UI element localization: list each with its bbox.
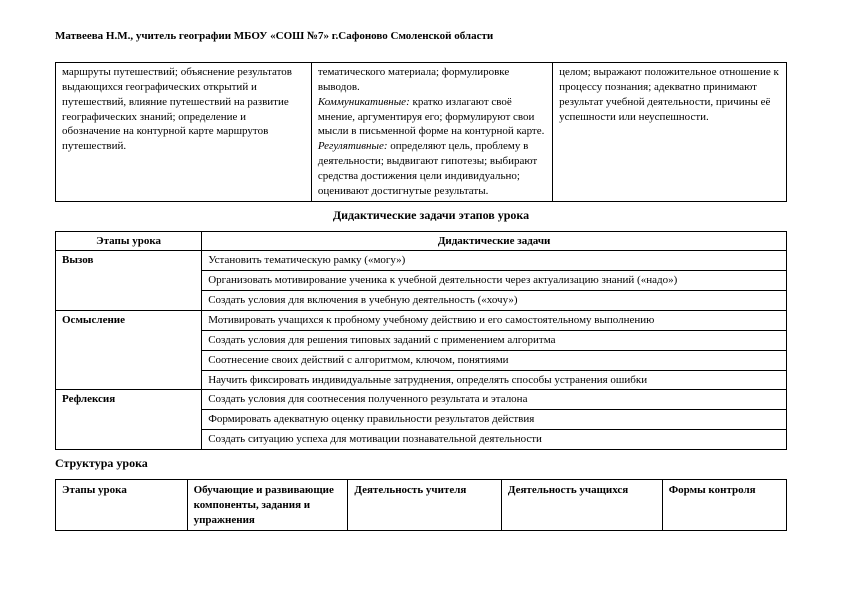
table-row: РефлексияСоздать условия для соотнесения…: [56, 390, 787, 410]
header-control: Формы контроля: [662, 479, 786, 531]
text-run: Регулятивные:: [318, 140, 388, 152]
text-run: тематического материала; формулировке вы…: [318, 66, 509, 93]
table-structure: Этапы урока Обучающие и развивающие комп…: [55, 479, 787, 532]
cell-col2: тематического материала; формулировке вы…: [311, 63, 552, 202]
table-methods: маршруты путешествий; объяснение результ…: [55, 62, 787, 202]
header-tasks: Дидактические задачи: [202, 231, 787, 251]
cell-task: Научить фиксировать индивидуальные затру…: [202, 370, 787, 390]
cell-col3: целом; выражают положительное отношение …: [553, 63, 787, 202]
header-students: Деятельность учащихся: [501, 479, 662, 531]
cell-stage: Вызов: [56, 251, 202, 311]
table-row: ОсмыслениеМотивировать учащихся к пробно…: [56, 310, 787, 330]
table-row: маршруты путешествий; объяснение результ…: [56, 63, 787, 202]
cell-task: Создать условия для соотнесения полученн…: [202, 390, 787, 410]
section-title-didactic: Дидактические задачи этапов урока: [75, 208, 787, 223]
table-row: Этапы урокаДидактические задачи: [56, 231, 787, 251]
cell-task: Организовать мотивирование ученика к уче…: [202, 271, 787, 291]
cell-col1: маршруты путешествий; объяснение результ…: [56, 63, 312, 202]
document-author-header: Матвеева Н.М., учитель географии МБОУ «С…: [55, 30, 787, 42]
table-row: ВызовУстановить тематическую рамку («мог…: [56, 251, 787, 271]
cell-task: Создать ситуацию успеха для мотивации по…: [202, 430, 787, 450]
header-components: Обучающие и развивающие компоненты, зада…: [187, 479, 348, 531]
cell-task: Соотнесение своих действий с алгоритмом,…: [202, 350, 787, 370]
cell-stage: Осмысление: [56, 310, 202, 389]
header-stage: Этапы урока: [56, 479, 188, 531]
cell-task: Создать условия для решения типовых зада…: [202, 330, 787, 350]
cell-stage: Рефлексия: [56, 390, 202, 450]
cell-task: Создать условия для включения в учебную …: [202, 291, 787, 311]
table-didactic-tasks: Этапы урокаДидактические задачиВызовУста…: [55, 231, 787, 450]
header-teacher: Деятельность учителя: [348, 479, 502, 531]
cell-task: Формировать адекватную оценку правильнос…: [202, 410, 787, 430]
section-title-structure: Структура урока: [55, 456, 787, 471]
cell-task: Установить тематическую рамку («могу»): [202, 251, 787, 271]
text-run: Коммуникативные:: [318, 96, 410, 108]
page-root: Матвеева Н.М., учитель географии МБОУ «С…: [0, 0, 842, 551]
cell-task: Мотивировать учащихся к пробному учебном…: [202, 310, 787, 330]
table-row: Этапы урока Обучающие и развивающие комп…: [56, 479, 787, 531]
header-stage: Этапы урока: [56, 231, 202, 251]
